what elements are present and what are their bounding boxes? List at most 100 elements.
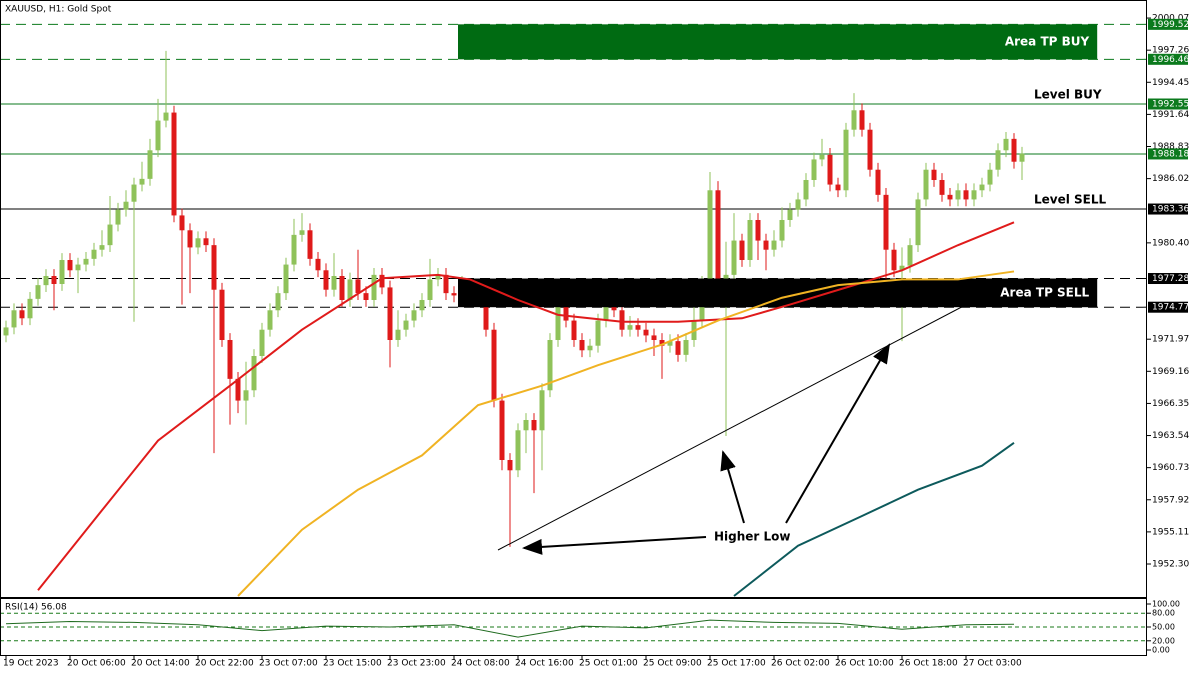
candle-body bbox=[843, 129, 849, 191]
candle-body bbox=[211, 245, 217, 290]
candle-body bbox=[595, 320, 601, 346]
candle-body bbox=[651, 335, 657, 340]
level-label-bg bbox=[1148, 98, 1188, 110]
candle-body bbox=[427, 279, 433, 300]
candle-body bbox=[723, 274, 729, 280]
candle-body bbox=[419, 300, 425, 311]
candle-body bbox=[963, 190, 969, 200]
candle-body bbox=[131, 184, 137, 202]
candle-body bbox=[763, 240, 769, 250]
candle-body bbox=[195, 238, 201, 248]
candle-body bbox=[371, 274, 377, 300]
level-label-bg bbox=[1148, 273, 1188, 285]
candle-body bbox=[803, 180, 809, 200]
candle-body bbox=[779, 220, 785, 241]
level-label: 1983.36 bbox=[1152, 205, 1189, 215]
candle-body bbox=[283, 264, 289, 294]
y-tick-label: 1980.40 bbox=[1152, 238, 1189, 248]
candle-body bbox=[891, 249, 897, 271]
zone bbox=[458, 278, 1098, 308]
y-tick-label: 1966.35 bbox=[1152, 399, 1189, 409]
candle-body bbox=[579, 340, 585, 351]
level-label: 1999.52 bbox=[1152, 20, 1189, 30]
candle-body bbox=[387, 287, 393, 340]
candle-body bbox=[91, 249, 97, 259]
candle-body bbox=[411, 310, 417, 321]
y-tick-label: 2000.07 bbox=[1152, 14, 1189, 24]
zone-label: Area TP BUY bbox=[1005, 34, 1090, 48]
candle-body bbox=[443, 274, 449, 294]
moving-average bbox=[237, 270, 1015, 597]
candle-body bbox=[915, 199, 921, 246]
candle-body bbox=[347, 279, 353, 300]
candle-body bbox=[683, 340, 689, 355]
level-text: Level BUY bbox=[1034, 88, 1102, 102]
candle-body bbox=[395, 329, 401, 340]
candle-body bbox=[547, 340, 553, 391]
candle-body bbox=[83, 258, 89, 265]
candle-body bbox=[851, 110, 857, 130]
candle-body bbox=[107, 224, 113, 246]
front-layer: XAUUSD, H1: Gold Spot 2000.07 1997.26 1994… bbox=[0, 5, 1189, 669]
x-tick-label: 23 Oct 15:00 bbox=[323, 659, 382, 669]
candle-body bbox=[179, 215, 185, 231]
arrow bbox=[785, 343, 891, 524]
candle-body bbox=[51, 276, 57, 284]
y-tick-label: 1960.73 bbox=[1152, 463, 1189, 473]
candle-body bbox=[275, 293, 281, 311]
candle-body bbox=[947, 194, 953, 200]
y-tick-label: 20.00 bbox=[1152, 636, 1175, 645]
y-tick-label: 1969.16 bbox=[1152, 367, 1189, 377]
candle-body bbox=[267, 310, 273, 330]
x-tick-label: 25 Oct 01:00 bbox=[579, 659, 638, 669]
candle-body bbox=[859, 110, 865, 130]
candle-body bbox=[883, 194, 889, 250]
candle-body bbox=[403, 320, 409, 330]
candle-body bbox=[43, 276, 49, 286]
candle-body bbox=[715, 190, 721, 280]
candle-body bbox=[955, 190, 961, 200]
candle-body bbox=[731, 240, 737, 275]
level-label-bg bbox=[1148, 53, 1188, 65]
y-tick-label: 1957.92 bbox=[1152, 495, 1189, 505]
candle-body bbox=[627, 325, 633, 330]
candle-body bbox=[907, 245, 913, 266]
candle-body bbox=[811, 159, 817, 180]
y-tick-label: 0.00 bbox=[1152, 646, 1170, 655]
x-tick-label: 23 Oct 07:00 bbox=[259, 659, 318, 669]
candle-body bbox=[451, 293, 457, 296]
candle-body bbox=[675, 341, 681, 355]
y-tick-label: 80.00 bbox=[1152, 609, 1175, 618]
candle-body bbox=[747, 220, 753, 260]
x-tick-label: 23 Oct 23:00 bbox=[387, 659, 446, 669]
candle-body bbox=[291, 234, 297, 265]
level-label-bg bbox=[1148, 18, 1188, 30]
candle-body bbox=[931, 169, 937, 180]
candle-body bbox=[171, 112, 177, 216]
annotation: Higher Low bbox=[714, 530, 791, 544]
candle-body bbox=[739, 240, 745, 260]
candle-body bbox=[363, 293, 369, 300]
level-label: 1996.46 bbox=[1152, 55, 1189, 65]
x-tick-label: 26 Oct 02:00 bbox=[771, 659, 830, 669]
x-tick-label: 26 Oct 18:00 bbox=[899, 659, 958, 669]
zones: Area TP BUY Area TP SELL bbox=[458, 24, 1098, 308]
candle-body bbox=[571, 320, 577, 340]
x-tick-label: 25 Oct 17:00 bbox=[707, 659, 766, 669]
candle-body bbox=[1011, 138, 1017, 162]
y-tick-label: 1997.26 bbox=[1152, 46, 1189, 56]
candle-body bbox=[123, 201, 129, 210]
candle-body bbox=[971, 190, 977, 200]
candle-body bbox=[515, 430, 521, 471]
candle-body bbox=[379, 274, 385, 288]
y-tick-label: 1971.97 bbox=[1152, 335, 1189, 345]
x-tick-label: 20 Oct 06:00 bbox=[67, 659, 126, 669]
candle-body bbox=[155, 120, 161, 151]
candle-body bbox=[251, 356, 257, 391]
level-label: 1974.77 bbox=[1152, 303, 1189, 313]
candle-body bbox=[507, 460, 513, 471]
candle-body bbox=[243, 390, 249, 401]
x-tick-label: 27 Oct 03:00 bbox=[963, 659, 1022, 669]
